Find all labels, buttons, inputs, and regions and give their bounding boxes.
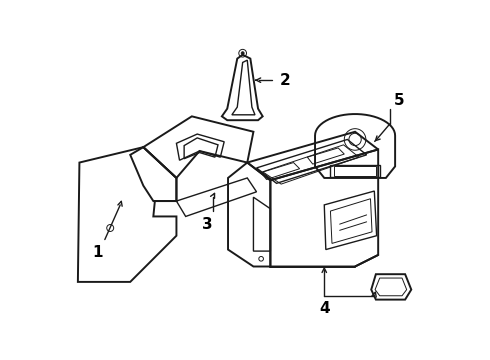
Text: 5: 5 xyxy=(393,94,404,108)
Circle shape xyxy=(241,52,244,55)
Text: 3: 3 xyxy=(202,217,213,231)
Text: 2: 2 xyxy=(280,73,291,87)
Text: 4: 4 xyxy=(319,301,330,316)
Text: 1: 1 xyxy=(92,245,102,260)
